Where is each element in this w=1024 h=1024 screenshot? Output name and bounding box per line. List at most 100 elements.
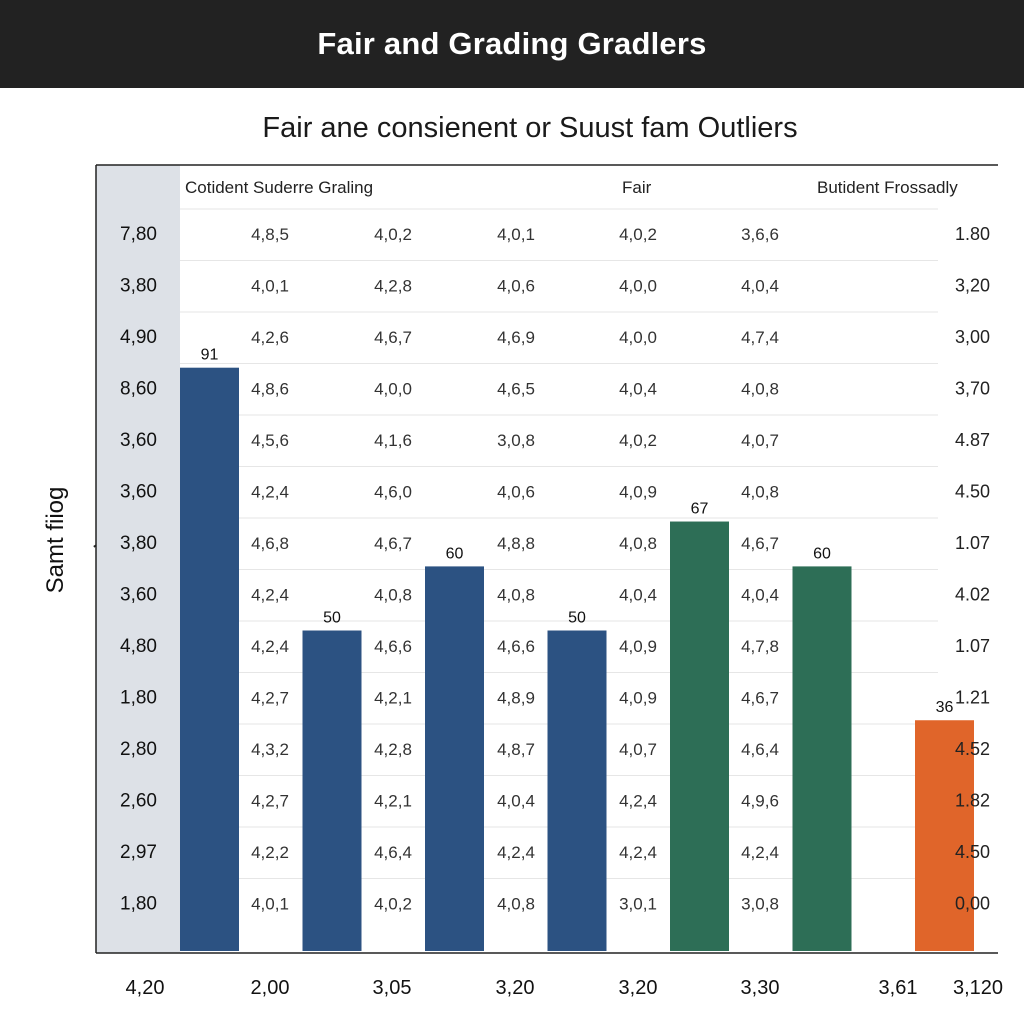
- table-cell: 4,6,0: [374, 483, 412, 502]
- table-cell: 4,0,1: [251, 277, 289, 296]
- bar-value-label: 60: [813, 545, 831, 562]
- table-cell: 4,8,6: [251, 380, 289, 399]
- table-cell: 4,5,6: [251, 431, 289, 450]
- table-cell: 4,0,7: [619, 740, 657, 759]
- x-tick-label: 3,120: [953, 977, 1003, 999]
- table-cell: 4,6,9: [497, 328, 535, 347]
- table-cell: 4,2,1: [374, 689, 412, 708]
- x-tick-label: 2,00: [251, 977, 290, 999]
- table-cell: 4,0,8: [497, 586, 535, 605]
- table-cell: 4,6,4: [741, 740, 779, 759]
- table-cell: 4,0,8: [374, 586, 412, 605]
- y-tick-label: 3,80: [120, 533, 157, 554]
- table-cell: 4,9,6: [741, 792, 779, 811]
- table-cell: 4,3,2: [251, 740, 289, 759]
- table-cell: 4,2,8: [374, 740, 412, 759]
- y-tick-label: 2,97: [120, 842, 157, 863]
- x-tick-label: 4,20: [126, 977, 165, 999]
- right-axis-label: 4.50: [955, 842, 990, 862]
- right-axis-label: 4.87: [955, 430, 990, 450]
- y-tick-label: 3,60: [120, 430, 157, 451]
- y-tick-label: 1,80: [120, 688, 157, 709]
- bar: [180, 367, 239, 951]
- table-cell: 4,2,2: [251, 843, 289, 862]
- table-cell: 4,6,7: [741, 534, 779, 553]
- table-cell: 4,2,6: [251, 328, 289, 347]
- bar: [915, 720, 974, 951]
- table-cell: 4,0,2: [374, 895, 412, 914]
- table-cell: 4,0,9: [619, 483, 657, 502]
- table-cell: 4,2,4: [251, 483, 289, 502]
- right-axis-label: 1.80: [955, 224, 990, 244]
- table-cell: 4,0,7: [741, 431, 779, 450]
- table-cell: 4,0,4: [741, 586, 779, 605]
- table-cell: 4,8,8: [497, 534, 535, 553]
- table-cell: 4,2,7: [251, 792, 289, 811]
- right-axis-label: 1.21: [955, 688, 990, 708]
- y-tick-label: 3,60: [120, 585, 157, 606]
- x-tick-label: 3,20: [496, 977, 535, 999]
- chart-title: Fair ane consienent or Suust fam Outlier…: [262, 112, 798, 144]
- y-tick-label: 7,80: [120, 224, 157, 245]
- table-cell: 4,2,4: [497, 843, 535, 862]
- right-axis-label: 3,20: [955, 276, 990, 296]
- table-cell: 4,0,1: [497, 225, 535, 244]
- table-cell: 4,0,1: [251, 895, 289, 914]
- table-cell: 4,2,8: [374, 277, 412, 296]
- bar-value-label: 50: [323, 610, 341, 627]
- table-cell: 4,0,0: [619, 277, 657, 296]
- bar: [425, 566, 484, 951]
- y-tick-label: 4,90: [120, 327, 157, 348]
- right-axis-label: 4.52: [955, 739, 990, 759]
- title-bar: Fair and Grading Gradlers: [0, 0, 1024, 88]
- page-title: Fair and Grading Gradlers: [317, 26, 707, 61]
- bar-value-label: 67: [691, 501, 709, 518]
- x-tick-label: 3,30: [741, 977, 780, 999]
- table-cell: 4,0,9: [619, 689, 657, 708]
- table-cell: 4,0,2: [619, 225, 657, 244]
- right-axis-label: 1.82: [955, 791, 990, 811]
- y-tick-label: 2,60: [120, 791, 157, 812]
- y-tick-label: 1,80: [120, 894, 157, 915]
- table-cell: 3,0,1: [619, 895, 657, 914]
- right-axis-label: 3,00: [955, 327, 990, 347]
- y-tick-label: 3,60: [120, 482, 157, 503]
- table-cell: 4,0,4: [619, 380, 657, 399]
- table-cell: 4,0,8: [497, 895, 535, 914]
- x-tick-label: 3,05: [373, 977, 412, 999]
- table-cell: 4,0,4: [497, 792, 535, 811]
- table-cell: 4,2,4: [619, 843, 657, 862]
- table-cell: 4,7,4: [741, 328, 779, 347]
- table-cell: 4,0,6: [497, 277, 535, 296]
- table-cell: 4,7,8: [741, 637, 779, 656]
- table-cell: 4,2,4: [251, 637, 289, 656]
- table-cell: 4,0,6: [497, 483, 535, 502]
- table-cell: 4,6,7: [741, 689, 779, 708]
- y-tick-label: 4,80: [120, 636, 157, 657]
- table-cell: 4,6,5: [497, 380, 535, 399]
- table-cell: 4,2,4: [619, 792, 657, 811]
- table-cell: 4,2,1: [374, 792, 412, 811]
- axis-shade-band: [96, 165, 180, 953]
- group-label: Cotident Suderre Graling: [185, 178, 373, 197]
- right-axis-label: 4.50: [955, 482, 990, 502]
- group-label: Fair: [622, 178, 652, 197]
- bar-value-label: 91: [201, 347, 219, 364]
- table-cell: 4,6,7: [374, 328, 412, 347]
- table-cell: 4,0,4: [619, 586, 657, 605]
- bar: [547, 630, 607, 951]
- right-axis-label: 3,70: [955, 379, 990, 399]
- table-cell: 4,6,6: [497, 637, 535, 656]
- table-cell: 4,6,8: [251, 534, 289, 553]
- table-cell: 4,2,4: [741, 843, 779, 862]
- table-cell: 4,0,8: [619, 534, 657, 553]
- table-cell: 4,2,7: [251, 689, 289, 708]
- table-cell: 3,6,6: [741, 225, 779, 244]
- group-label: Butident Frossadly: [817, 178, 958, 197]
- table-cell: 4,8,7: [497, 740, 535, 759]
- table-cell: 3,0,8: [741, 895, 779, 914]
- table-cell: 4,0,8: [741, 380, 779, 399]
- right-axis-label: 1.07: [955, 533, 990, 553]
- bar-value-label: 60: [446, 545, 464, 562]
